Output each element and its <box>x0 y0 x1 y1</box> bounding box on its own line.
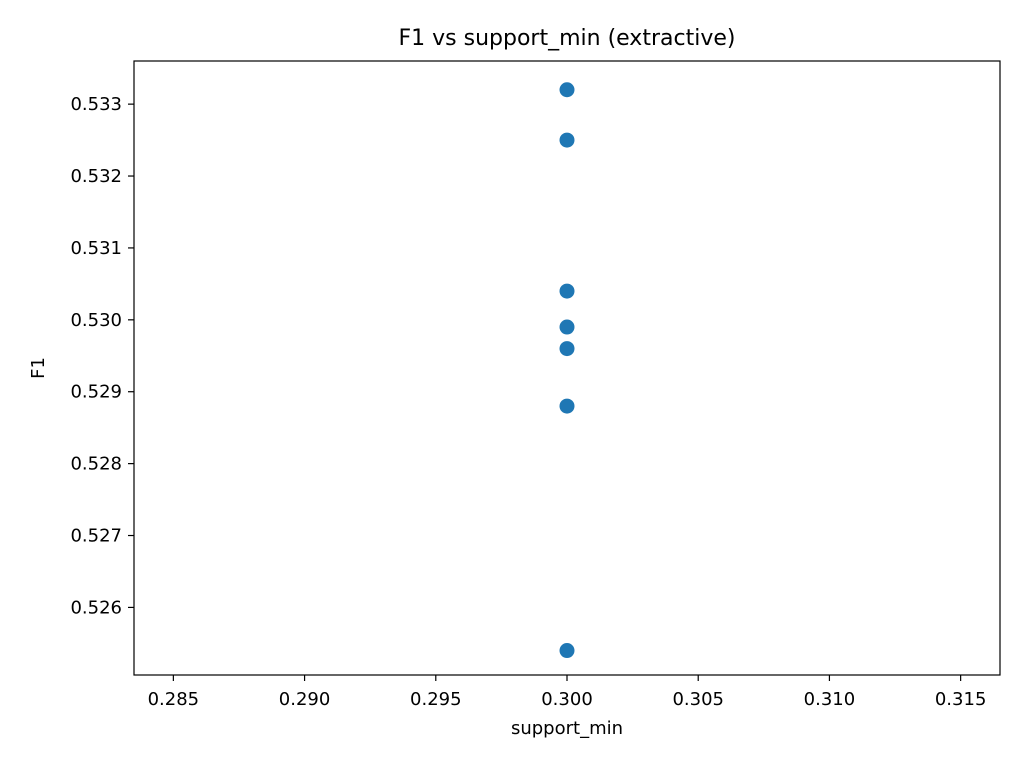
y-tick-label: 0.531 <box>70 238 122 259</box>
chart-title: F1 vs support_min (extractive) <box>399 26 736 51</box>
plot-area-frame <box>133 60 1001 676</box>
x-tick-label: 0.315 <box>935 689 987 710</box>
y-tick-label: 0.527 <box>70 526 122 547</box>
x-tick-label: 0.295 <box>410 689 462 710</box>
scatter-point <box>559 82 575 98</box>
y-tick-label: 0.533 <box>70 94 122 115</box>
y-tick-label: 0.526 <box>70 597 122 618</box>
y-tick-label: 0.528 <box>70 454 122 475</box>
scatter-point <box>559 398 575 414</box>
y-tick-label: 0.529 <box>70 382 122 403</box>
y-axis-label: F1 <box>28 357 49 379</box>
x-axis-label: support_min <box>511 718 623 739</box>
scatter-point <box>559 643 575 659</box>
y-tick-label: 0.530 <box>70 310 122 331</box>
x-axis-ticks: 0.285 0.290 0.295 0.300 0.305 0.310 0.315 <box>148 675 987 710</box>
y-axis-ticks: 0.526 0.527 0.528 0.529 0.530 0.531 0.532 0.533 <box>70 94 134 618</box>
scatter-point <box>559 341 575 357</box>
y-tick-label: 0.532 <box>70 166 122 187</box>
scatter-point <box>559 319 575 335</box>
x-tick-label: 0.285 <box>148 689 200 710</box>
x-tick-label: 0.310 <box>804 689 856 710</box>
scatter-point <box>559 283 575 299</box>
scatter-point <box>559 132 575 148</box>
x-tick-label: 0.305 <box>672 689 724 710</box>
x-tick-label: 0.290 <box>279 689 331 710</box>
x-tick-label: 0.300 <box>541 689 593 710</box>
data-points <box>559 82 575 659</box>
